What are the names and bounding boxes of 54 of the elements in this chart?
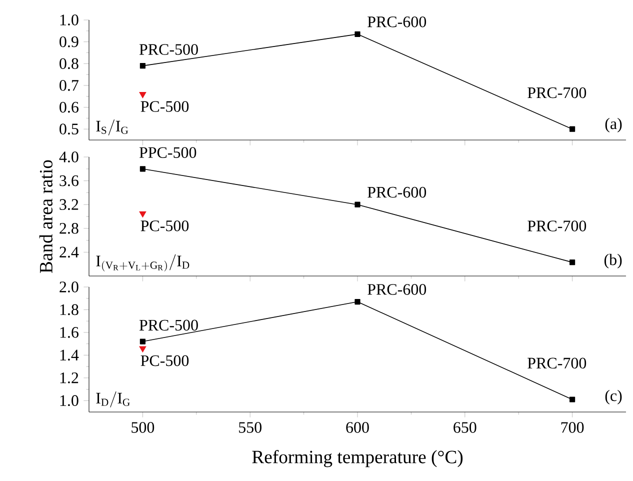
annotation: $\mathrm{I}_{(\mathrm{V}_\mathrm{R}+\mathrm{V}_\mathrm{L}+\mathrm{G}_\mathrm{R})}/\mathrm{I}_\mathrm{D}$ (96, 254, 190, 272)
y-tick-label: 1.8 (60, 304, 78, 316)
point (139, 211, 146, 218)
y-tick-label: 4.0 (59, 152, 78, 162)
point (354, 31, 360, 37)
annotation: PRC-600 (368, 186, 426, 198)
point (139, 92, 146, 98)
y-tick-label: 0.7 (60, 80, 78, 91)
x-tick-label: 700 (561, 422, 584, 433)
x-tick-label: 600 (346, 422, 369, 433)
y-tick-label: 0.5 (60, 124, 78, 135)
x-tick-label: 550 (239, 422, 262, 433)
annotation: (a) (605, 118, 622, 132)
y-tick-label: 3.6 (60, 175, 78, 186)
y-tick-label: 2.0 (60, 282, 78, 292)
annotation: PRC-600 (368, 16, 426, 28)
y-tick-label: 1.0 (60, 395, 78, 406)
y-axis-title: Band area ratio (39, 160, 52, 273)
annotation: $\mathrm{I}_\mathrm{D}/\mathrm{I}_\mathrm{G}$ (96, 391, 130, 408)
point (569, 396, 576, 402)
annotation: PRC-700 (528, 358, 586, 369)
x-tick-label: 650 (454, 422, 476, 433)
point (140, 338, 146, 344)
point (139, 346, 146, 352)
annotation: PC-500 (140, 220, 189, 232)
annotation: (c) (605, 390, 622, 404)
annotation: PPC-500 (139, 147, 196, 158)
y-tick-label: 0.6 (60, 102, 78, 113)
point (140, 166, 146, 172)
y-tick-label: 2.8 (60, 222, 78, 234)
x-axis-title: Reforming temperature (°C) (252, 450, 463, 468)
annotation: PRC-700 (528, 87, 586, 98)
y-tick-label: 1.6 (60, 327, 78, 338)
y-tick-label: 0.8 (60, 58, 78, 70)
annotation: PRC-500 (139, 320, 198, 331)
annotation: (b) (604, 254, 622, 268)
point (354, 298, 360, 305)
annotation: PRC-500 (139, 44, 198, 55)
point (569, 126, 576, 132)
point (569, 260, 576, 266)
point (354, 202, 360, 208)
annotation: $\mathrm{I}_\mathrm{S}/\mathrm{I}_\mathrm{G}$ (96, 119, 128, 136)
annotation: PRC-600 (368, 284, 426, 295)
annotation: PC-500 (140, 101, 189, 112)
y-tick-label: 0.9 (60, 36, 78, 48)
annotation: PRC-700 (528, 220, 586, 232)
point (140, 63, 146, 69)
y-tick-label: 1.0 (60, 14, 78, 26)
y-tick-label: 1.4 (60, 350, 79, 361)
x-tick-label: 500 (132, 422, 154, 433)
annotation: PC-500 (140, 355, 189, 366)
y-tick-label: 2.4 (60, 246, 79, 258)
y-tick-label: 3.2 (60, 199, 78, 210)
y-tick-label: 1.2 (60, 372, 78, 384)
